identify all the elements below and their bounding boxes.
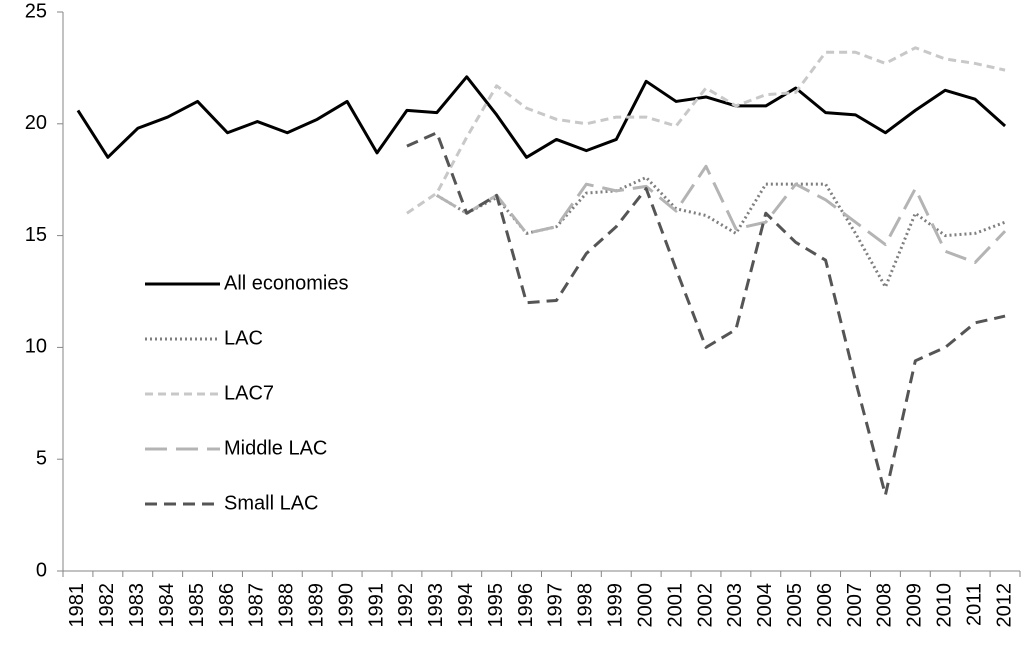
legend-label: Small LAC [224,492,318,514]
x-tick-label: 1986 [216,583,238,628]
x-tick-label: 1992 [395,583,417,628]
x-tick-label: 2002 [694,583,716,628]
x-tick-label: 2012 [993,583,1015,628]
x-tick-label: 2004 [754,583,776,628]
x-tick-label: 2005 [784,583,806,628]
x-tick-label: 1981 [66,583,88,628]
line-series [436,164,1007,264]
x-tick-label: 2011 [963,583,985,626]
x-tick-label: 1996 [515,583,537,628]
x-tick-label: 1998 [575,583,597,628]
line-series [76,75,1007,159]
x-tick-label: 2009 [904,583,926,628]
y-tick-label: 10 [25,336,47,358]
x-tick-label: 1993 [425,583,447,628]
y-tick-label: 15 [25,224,47,246]
x-tick-label: 1997 [545,583,567,628]
x-tick-label: 1990 [335,583,357,628]
line-series [406,131,1006,497]
legend-label: LAC [224,327,263,349]
x-tick-label: 1995 [485,583,507,628]
x-tick-label: 2001 [664,583,686,628]
x-tick-label: 1989 [305,583,327,628]
line-series [436,175,1006,289]
x-tick-label: 2008 [874,583,896,628]
x-tick-label: 1991 [365,583,387,628]
x-tick-label: 1982 [96,583,118,628]
x-tick-label: 1988 [276,583,298,628]
legend-label: All economies [224,272,349,294]
x-tick-label: 2006 [814,583,836,628]
x-tick-label: 1984 [156,583,178,628]
x-tick-label: 2007 [844,583,866,628]
x-tick-label: 1994 [455,583,477,628]
x-tick-label: 1985 [186,583,208,628]
x-tick-label: 2010 [934,583,956,628]
legend-label: LAC7 [224,382,274,404]
x-tick-label: 2000 [634,583,656,628]
x-tick-label: 1999 [605,583,627,628]
legend-label: Middle LAC [224,437,327,459]
y-tick-label: 20 [25,112,47,134]
x-tick-label: 1983 [126,583,148,628]
y-tick-label: 25 [25,0,47,22]
line-series [406,46,1006,215]
y-tick-label: 0 [36,559,47,581]
x-tick-label: 2003 [724,583,746,628]
x-tick-label: 1987 [246,583,268,628]
y-tick-label: 5 [36,447,47,469]
